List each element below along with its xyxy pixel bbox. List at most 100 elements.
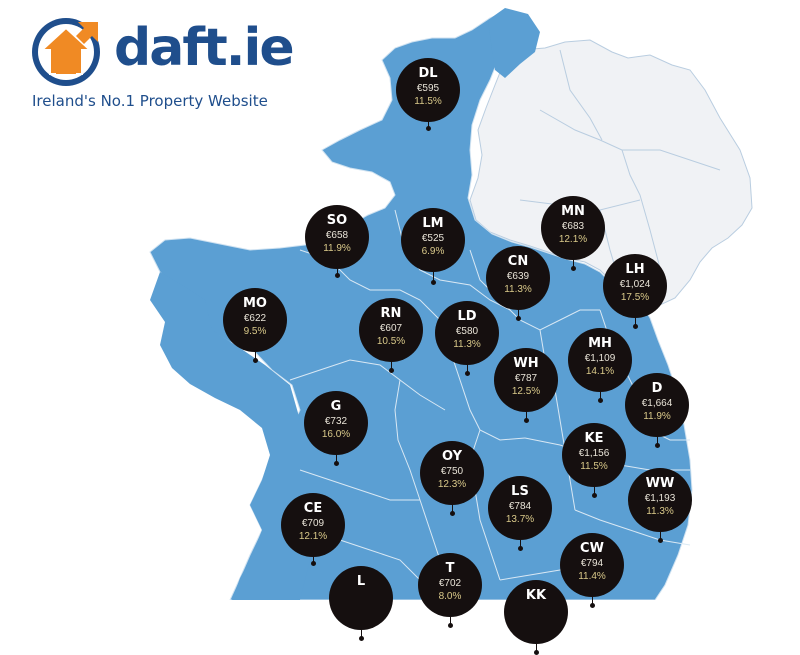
county-marker-g[interactable]: G €732 16.0% xyxy=(304,391,368,455)
county-code: KE xyxy=(584,431,604,446)
county-marker-l[interactable]: L xyxy=(329,566,393,630)
marker-pin-line-mn xyxy=(573,258,574,268)
county-code: LM xyxy=(422,216,444,231)
county-rent-price: €1,664 xyxy=(641,398,673,409)
marker-pin-dot-ww xyxy=(658,538,663,543)
county-marker-cn[interactable]: CN €639 11.3% xyxy=(486,246,550,310)
logo-tagline: Ireland's No.1 Property Website xyxy=(32,92,268,110)
county-marker-rn[interactable]: RN €607 10.5% xyxy=(359,298,423,362)
county-marker-t[interactable]: T €702 8.0% xyxy=(418,553,482,617)
county-rent-change: 11.3% xyxy=(453,339,481,350)
county-code: SO xyxy=(326,213,348,228)
marker-pin-dot-wh xyxy=(524,418,529,423)
county-code: G xyxy=(330,399,342,414)
county-marker-ce[interactable]: CE €709 12.1% xyxy=(281,493,345,557)
west-coast xyxy=(150,272,310,600)
county-rent-change: 11.3% xyxy=(504,284,532,295)
county-rent-price: €784 xyxy=(508,501,532,512)
county-rent-change: 11.5% xyxy=(580,461,608,472)
county-marker-ld[interactable]: LD €580 11.3% xyxy=(435,301,499,365)
donegal-peninsula xyxy=(488,8,540,78)
marker-pin-dot-cw xyxy=(590,603,595,608)
county-code: LS xyxy=(511,484,529,499)
marker-pin-line-cn xyxy=(518,308,519,318)
county-marker-oy[interactable]: OY €750 12.3% xyxy=(420,441,484,505)
county-marker-lh[interactable]: LH €1,024 17.5% xyxy=(603,254,667,318)
marker-pin-line-so xyxy=(337,267,338,275)
county-marker-d[interactable]: D €1,664 11.9% xyxy=(625,373,689,437)
county-marker-so[interactable]: SO €658 11.9% xyxy=(305,205,369,269)
county-code: KK xyxy=(525,588,547,603)
marker-pin-line-lh xyxy=(635,316,636,326)
marker-pin-dot-rn xyxy=(389,368,394,373)
county-code: MO xyxy=(243,296,267,311)
county-rent-change: 11.3% xyxy=(646,506,674,517)
marker-pin-line-ke xyxy=(594,485,595,495)
marker-pin-dot-d xyxy=(655,443,660,448)
county-rent-price: €683 xyxy=(561,221,585,232)
county-marker-mo[interactable]: MO €622 9.5% xyxy=(223,288,287,352)
county-code: DL xyxy=(418,66,438,81)
marker-pin-line-oy xyxy=(452,503,453,513)
marker-pin-dot-t xyxy=(448,623,453,628)
county-rent-change: 11.9% xyxy=(643,411,671,422)
county-rent-change: 14.1% xyxy=(585,366,615,377)
county-rent-change: 6.9% xyxy=(421,246,445,257)
county-code: LD xyxy=(457,309,477,324)
county-rent-change: 9.5% xyxy=(243,326,267,337)
county-code: LH xyxy=(625,262,645,277)
county-rent-price: €702 xyxy=(438,578,462,589)
county-rent-price: €732 xyxy=(324,416,348,427)
marker-pin-dot-lm xyxy=(431,280,436,285)
county-code: WH xyxy=(513,356,539,371)
county-rent-change: 11.9% xyxy=(323,243,351,254)
county-marker-lm[interactable]: LM €525 6.9% xyxy=(401,208,465,272)
marker-pin-dot-dl xyxy=(426,126,431,131)
county-rent-price: €709 xyxy=(301,518,325,529)
county-rent-change: 11.5% xyxy=(414,96,442,107)
house-arrow-icon xyxy=(32,18,100,86)
county-code: MH xyxy=(588,336,612,351)
marker-pin-dot-lh xyxy=(633,324,638,329)
county-code: CW xyxy=(580,541,604,556)
county-code: WW xyxy=(645,476,675,491)
county-marker-kk[interactable]: KK xyxy=(504,580,568,644)
county-marker-ww[interactable]: WW €1,193 11.3% xyxy=(628,468,692,532)
marker-pin-line-wh xyxy=(526,410,527,420)
county-code: CE xyxy=(303,501,323,516)
marker-pin-line-mh xyxy=(600,390,601,400)
county-marker-ke[interactable]: KE €1,156 11.5% xyxy=(562,423,626,487)
county-code: OY xyxy=(441,449,462,464)
county-rent-price: €639 xyxy=(506,271,530,282)
county-rent-price: €607 xyxy=(379,323,403,334)
marker-pin-dot-mn xyxy=(571,266,576,271)
marker-pin-line-ls xyxy=(520,538,521,548)
marker-pin-line-rn xyxy=(391,360,392,370)
marker-pin-dot-g xyxy=(334,461,339,466)
marker-pin-dot-mh xyxy=(598,398,603,403)
county-rent-change: 17.5% xyxy=(620,292,650,303)
county-marker-wh[interactable]: WH €787 12.5% xyxy=(494,348,558,412)
county-rent-price: €787 xyxy=(514,373,538,384)
daft-logo[interactable]: daft.ie Ireland's No.1 Property Website xyxy=(28,8,295,118)
ireland-map xyxy=(149,8,753,600)
county-rent-change: 11.4% xyxy=(578,571,606,582)
county-rent-change: 12.1% xyxy=(558,234,588,245)
county-rent-price: €525 xyxy=(421,233,445,244)
county-rent-change: 8.0% xyxy=(438,591,462,602)
marker-pin-line-ww xyxy=(660,530,661,540)
county-marker-mn[interactable]: MN €683 12.1% xyxy=(541,196,605,260)
county-marker-cw[interactable]: CW €794 11.4% xyxy=(560,533,624,597)
marker-pin-dot-ld xyxy=(465,371,470,376)
county-marker-mh[interactable]: MH €1,109 14.1% xyxy=(568,328,632,392)
county-rent-price: €1,024 xyxy=(619,279,651,290)
county-rent-change: 13.7% xyxy=(505,514,535,525)
marker-pin-line-ce xyxy=(313,555,314,563)
county-marker-ls[interactable]: LS €784 13.7% xyxy=(488,476,552,540)
marker-pin-line-ld xyxy=(467,363,468,373)
county-rent-price: €1,109 xyxy=(584,353,616,364)
marker-pin-dot-cn xyxy=(516,316,521,321)
marker-pin-dot-kk xyxy=(534,650,539,655)
county-marker-dl[interactable]: DL €595 11.5% xyxy=(396,58,460,122)
county-code: RN xyxy=(380,306,402,321)
